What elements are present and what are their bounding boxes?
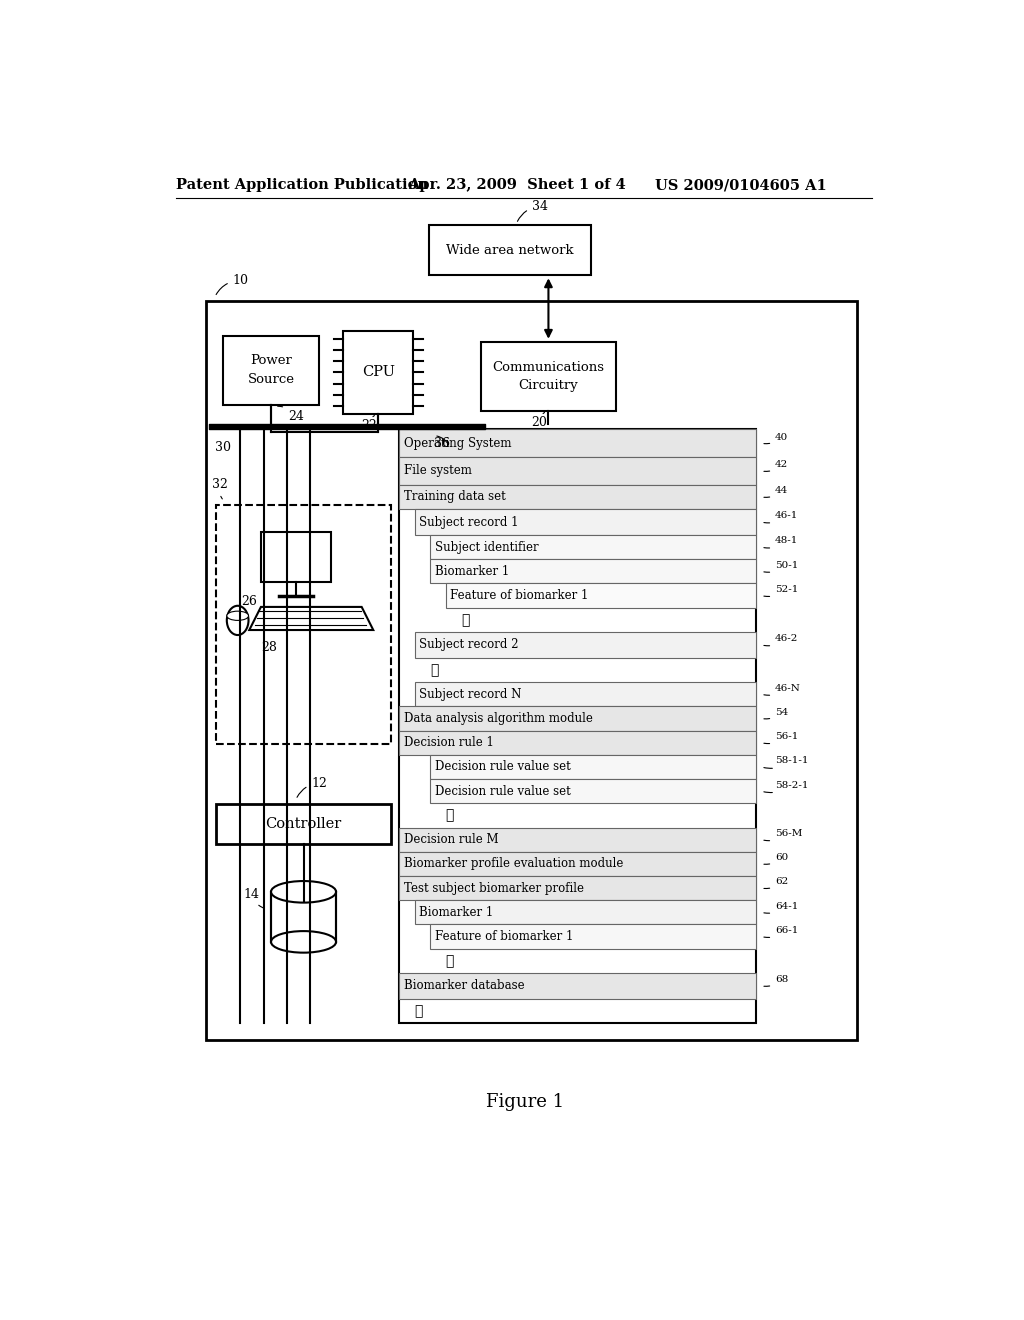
Text: ⋮: ⋮ [445, 954, 454, 968]
Text: ⋮: ⋮ [445, 808, 454, 822]
Bar [399, 973, 756, 999]
Text: 14: 14 [244, 887, 264, 908]
Text: 56-M: 56-M [764, 829, 803, 841]
Bar [399, 828, 756, 851]
Bar [415, 632, 756, 657]
Text: 10: 10 [216, 275, 249, 294]
Ellipse shape [271, 880, 336, 903]
Text: 30: 30 [215, 441, 230, 454]
Text: Decision rule value set: Decision rule value set [435, 784, 570, 797]
Text: 22: 22 [361, 416, 377, 433]
Bar [399, 706, 756, 730]
Text: 28: 28 [261, 640, 276, 653]
Text: 56-1: 56-1 [764, 733, 799, 743]
Text: Biomarker 1: Biomarker 1 [420, 906, 494, 919]
Text: CPU: CPU [361, 366, 395, 379]
Text: Subject record N: Subject record N [420, 688, 522, 701]
Bar [415, 682, 756, 706]
Text: Test subject biomarker profile: Test subject biomarker profile [403, 882, 584, 895]
Text: Controller: Controller [265, 817, 342, 830]
Text: 42: 42 [764, 461, 788, 471]
Bar [415, 510, 756, 535]
Bar [222, 335, 319, 405]
Bar [445, 583, 756, 607]
Text: Data analysis algorithm module: Data analysis algorithm module [403, 711, 593, 725]
Bar [430, 755, 756, 779]
Text: Communications: Communications [493, 360, 604, 374]
Text: Decision rule 1: Decision rule 1 [403, 737, 494, 750]
Text: 46-2: 46-2 [764, 635, 799, 645]
Text: 24: 24 [278, 407, 304, 424]
Bar [399, 457, 756, 484]
Bar [430, 924, 756, 949]
Text: 26: 26 [242, 594, 257, 607]
Bar [399, 484, 756, 510]
Text: Source: Source [248, 372, 295, 385]
Text: 60: 60 [764, 853, 788, 865]
Text: Biomarker profile evaluation module: Biomarker profile evaluation module [403, 858, 624, 870]
Ellipse shape [271, 931, 336, 953]
Bar [216, 804, 391, 843]
Text: Wide area network: Wide area network [446, 244, 573, 257]
Text: Subject identifier: Subject identifier [435, 541, 539, 553]
Text: 34: 34 [517, 201, 548, 222]
Text: ⋮: ⋮ [430, 663, 438, 677]
Text: 58-2-1: 58-2-1 [764, 780, 809, 792]
Bar [480, 342, 616, 411]
Text: Figure 1: Figure 1 [485, 1093, 564, 1110]
Text: ⋮: ⋮ [415, 1005, 423, 1018]
Text: 46-1: 46-1 [764, 511, 799, 523]
Bar [216, 506, 391, 743]
Bar [399, 730, 756, 755]
Text: Apr. 23, 2009  Sheet 1 of 4: Apr. 23, 2009 Sheet 1 of 4 [409, 178, 627, 193]
Text: 20: 20 [531, 412, 547, 429]
Text: 52-1: 52-1 [764, 585, 799, 597]
Text: 62: 62 [764, 878, 788, 888]
Text: Feature of biomarker 1: Feature of biomarker 1 [451, 589, 589, 602]
Text: 40: 40 [764, 433, 788, 444]
Text: Power: Power [250, 354, 292, 367]
Text: 58-1-1: 58-1-1 [764, 756, 809, 768]
Bar [343, 331, 414, 414]
Bar [430, 560, 756, 583]
Text: Biomarker 1: Biomarker 1 [435, 565, 509, 578]
Text: 36: 36 [434, 437, 451, 450]
Text: 54: 54 [764, 708, 788, 719]
Text: ⋮: ⋮ [461, 612, 470, 627]
Bar [399, 429, 756, 457]
Text: 66-1: 66-1 [764, 925, 799, 937]
Text: US 2009/0104605 A1: US 2009/0104605 A1 [655, 178, 826, 193]
Text: 68: 68 [764, 975, 788, 986]
Ellipse shape [226, 611, 249, 620]
Bar [415, 900, 756, 924]
Text: Biomarker database: Biomarker database [403, 979, 524, 993]
Text: File system: File system [403, 465, 472, 478]
Text: Decision rule M: Decision rule M [403, 833, 499, 846]
Bar [399, 876, 756, 900]
Text: Circuitry: Circuitry [518, 379, 579, 392]
Ellipse shape [226, 606, 249, 635]
Bar [430, 535, 756, 560]
Text: Subject record 1: Subject record 1 [420, 516, 519, 528]
Text: 44: 44 [764, 486, 788, 498]
Text: Subject record 2: Subject record 2 [420, 639, 519, 652]
Bar [430, 779, 756, 804]
Bar [261, 532, 331, 582]
Text: 50-1: 50-1 [764, 561, 799, 573]
Text: Patent Application Publication: Patent Application Publication [176, 178, 428, 193]
Text: 64-1: 64-1 [764, 902, 799, 913]
Text: Training data set: Training data set [403, 491, 506, 503]
Text: Decision rule value set: Decision rule value set [435, 760, 570, 774]
Bar [399, 429, 756, 1023]
Text: 12: 12 [297, 776, 327, 797]
Text: 46-N: 46-N [764, 684, 801, 696]
Bar [206, 301, 856, 1040]
Bar [399, 851, 756, 876]
Text: Feature of biomarker 1: Feature of biomarker 1 [435, 931, 573, 942]
Text: 48-1: 48-1 [764, 536, 799, 548]
Text: Operating System: Operating System [403, 437, 511, 450]
Polygon shape [249, 607, 374, 630]
Text: 32: 32 [212, 478, 228, 499]
Bar [429, 226, 592, 276]
